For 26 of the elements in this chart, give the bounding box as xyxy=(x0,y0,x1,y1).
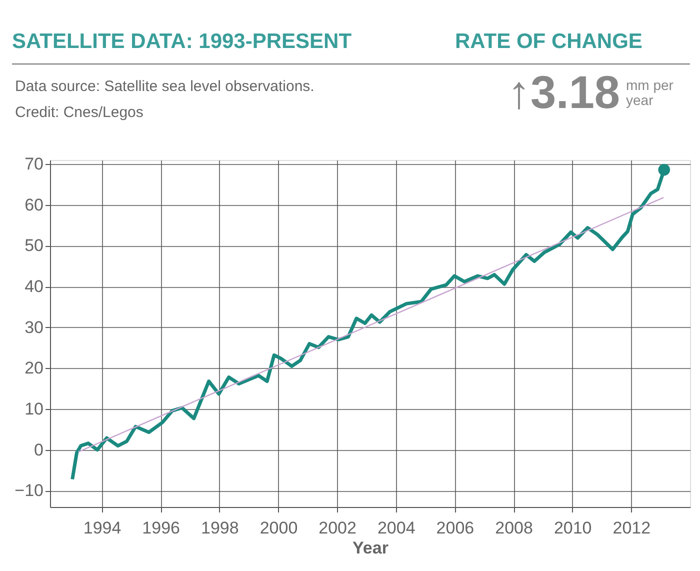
x-tick-label: 1996 xyxy=(142,518,180,538)
x-tick-label: 1994 xyxy=(83,518,122,538)
y-tick-label: 20 xyxy=(24,358,44,378)
x-axis-title: Year xyxy=(352,538,389,558)
x-tick-label: 2012 xyxy=(612,518,651,538)
x-tick-label: 1998 xyxy=(201,518,239,538)
x-tick-label: 2010 xyxy=(554,518,592,538)
y-tick-label: −10 xyxy=(14,481,44,500)
text: RATE OF CHANGE xyxy=(455,30,642,53)
y-tick-label: 70 xyxy=(24,154,44,174)
chart-title: SATELLITE DATA: 1993-PRESENT xyxy=(12,30,352,53)
x-tick-label: 2004 xyxy=(377,518,416,538)
text: ↑3.18 xyxy=(507,66,620,118)
y-tick-label: 50 xyxy=(24,236,44,256)
x-tick-label: 2002 xyxy=(318,518,356,538)
y-tick-label: 30 xyxy=(24,318,44,337)
x-tick-label: 2000 xyxy=(260,518,298,538)
text: mm per year xyxy=(626,77,674,108)
text: Credit: Cnes/Legos xyxy=(15,104,144,121)
y-tick-label: 40 xyxy=(24,277,44,296)
x-tick-label: 2006 xyxy=(436,518,474,538)
y-tick-label: 60 xyxy=(24,195,44,214)
x-tick-label: 2008 xyxy=(495,518,533,538)
source-note: Data source: Satellite sea level observations. xyxy=(15,78,314,95)
y-tick-label: 10 xyxy=(24,400,44,419)
y-tick-label: 0 xyxy=(34,440,44,460)
